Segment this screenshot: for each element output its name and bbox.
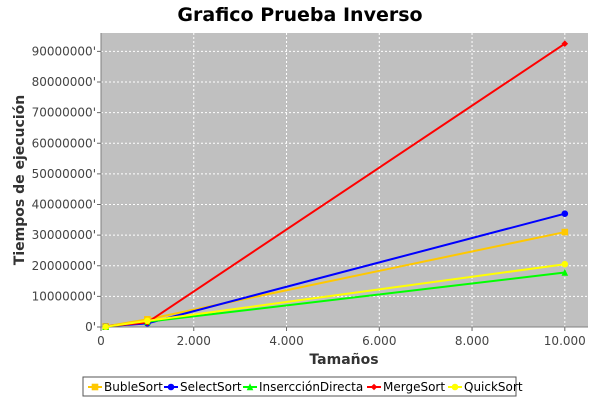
legend-swatch-marker bbox=[91, 383, 99, 391]
legend-item-selectsort: SelectSort bbox=[164, 380, 242, 394]
legend-swatch-marker bbox=[246, 383, 254, 391]
x-tick-label: 0 bbox=[97, 334, 105, 348]
y-tick-label: 30000000' bbox=[32, 228, 96, 242]
y-tick-label: 20000000' bbox=[32, 259, 96, 273]
x-tick-label: 10.000 bbox=[544, 334, 586, 348]
x-tick-label: 6.000 bbox=[362, 334, 396, 348]
legend-label: MergeSort bbox=[383, 380, 445, 394]
grid-lines bbox=[100, 33, 588, 327]
legend-swatch-marker bbox=[167, 383, 175, 391]
data-point bbox=[561, 40, 569, 48]
legend-item-mergesort: MergeSort bbox=[367, 380, 445, 394]
x-tick-label: 4.000 bbox=[269, 334, 303, 348]
legend: BubleSort SelectSort InsercciónDirecta Merg… bbox=[82, 376, 523, 397]
x-tick-label: 2.000 bbox=[177, 334, 211, 348]
legend-label: SelectSort bbox=[180, 380, 242, 394]
axes: 0' 10000000' 20000000' 30000000' 40000000' 50… bbox=[32, 33, 588, 348]
series-layer bbox=[102, 40, 569, 330]
data-point bbox=[561, 268, 569, 276]
data-point bbox=[144, 317, 151, 325]
legend-item-insercci-ndirecta: InsercciónDirecta bbox=[243, 380, 363, 394]
y-axis-label: Tiempos de ejecución bbox=[12, 95, 28, 265]
data-point bbox=[102, 323, 109, 330]
legend-label: InsercciónDirecta bbox=[259, 380, 363, 394]
data-point bbox=[561, 260, 569, 268]
y-tick-label: 10000000' bbox=[32, 289, 96, 303]
y-tick-label: 50000000' bbox=[32, 167, 96, 181]
legend-swatch-marker bbox=[370, 383, 378, 391]
x-axis-label: Tamaños bbox=[309, 352, 378, 368]
y-tick-label: 90000000' bbox=[32, 44, 96, 58]
y-tick-label: 0' bbox=[85, 320, 96, 334]
y-tick-label: 40000000' bbox=[32, 198, 96, 212]
y-tick-label: 80000000' bbox=[32, 75, 96, 89]
legend-label: QuickSort bbox=[464, 380, 523, 394]
legend-item-bublesort: BubleSort bbox=[88, 380, 163, 394]
y-tick-label: 60000000' bbox=[32, 136, 96, 150]
x-tick-label: 8.000 bbox=[455, 334, 489, 348]
legend-box bbox=[82, 376, 517, 397]
y-tick-label: 70000000' bbox=[32, 106, 96, 120]
series-quicksort bbox=[102, 260, 569, 330]
data-point bbox=[561, 210, 569, 217]
legend-item-quicksort: QuickSort bbox=[448, 380, 523, 394]
data-point bbox=[561, 228, 569, 236]
chart-title: Grafico Prueba Inverso bbox=[177, 4, 422, 26]
legend-label: BubleSort bbox=[104, 380, 163, 394]
legend-swatch-marker bbox=[451, 383, 459, 391]
